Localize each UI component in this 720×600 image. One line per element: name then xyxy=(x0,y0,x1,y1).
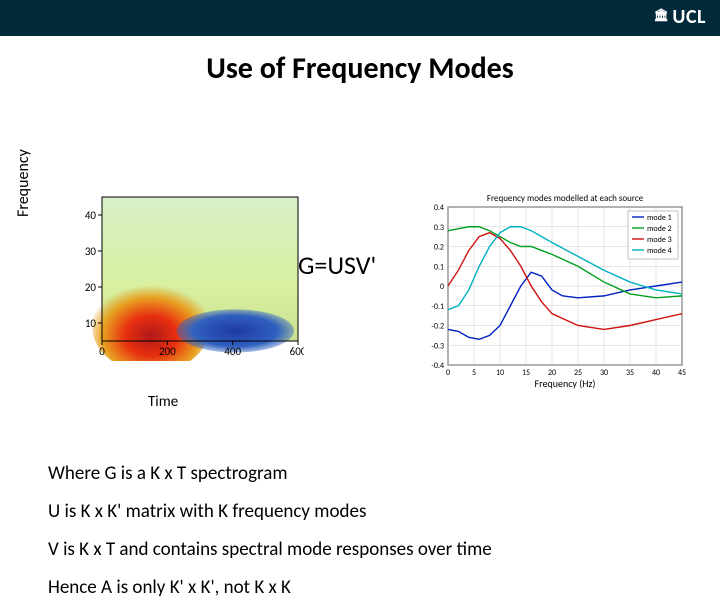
svg-text:10: 10 xyxy=(85,317,97,330)
svg-text:35: 35 xyxy=(626,368,634,378)
svg-text:0: 0 xyxy=(440,282,444,292)
svg-text:Frequency modes modelled at ea: Frequency modes modelled at each source xyxy=(487,193,644,204)
slide: 🏛 UCL Use of Frequency Modes Frequency T… xyxy=(0,0,720,540)
logo-dome-icon: 🏛 xyxy=(654,8,670,23)
svg-text:20: 20 xyxy=(85,281,97,294)
svg-text:-0.3: -0.3 xyxy=(431,341,444,351)
text-line-3: V is K x T and contains spectral mode re… xyxy=(48,539,492,562)
equation: G=USV' xyxy=(298,249,376,281)
svg-text:0.3: 0.3 xyxy=(434,223,444,233)
spectrogram-xlabel: Time xyxy=(148,393,178,411)
svg-text:15: 15 xyxy=(522,368,530,378)
spectrogram-ylabel: Frequency xyxy=(14,149,33,217)
svg-text:30: 30 xyxy=(85,245,97,258)
svg-text:-0.1: -0.1 xyxy=(431,302,444,312)
svg-text:400: 400 xyxy=(224,345,241,358)
page-title: Use of Frequency Modes xyxy=(0,50,720,87)
svg-text:30: 30 xyxy=(600,368,608,378)
header-bar: 🏛 UCL xyxy=(0,0,720,36)
svg-text:0.4: 0.4 xyxy=(434,203,444,213)
svg-text:mode 4: mode 4 xyxy=(647,246,672,256)
svg-text:mode 3: mode 3 xyxy=(647,235,672,245)
svg-text:0.1: 0.1 xyxy=(434,262,444,272)
svg-text:45: 45 xyxy=(678,368,686,378)
svg-text:10: 10 xyxy=(496,368,504,378)
svg-text:200: 200 xyxy=(159,345,176,358)
svg-text:0.2: 0.2 xyxy=(434,243,444,253)
text-line-4: Hence A is only K' x K', not K x K xyxy=(48,577,291,600)
svg-text:mode 1: mode 1 xyxy=(647,213,672,223)
svg-text:mode 2: mode 2 xyxy=(647,224,672,234)
svg-text:0: 0 xyxy=(446,368,450,378)
svg-text:-0.2: -0.2 xyxy=(431,322,444,332)
svg-text:-0.4: -0.4 xyxy=(431,361,444,371)
ucl-logo: 🏛 UCL xyxy=(654,5,706,29)
svg-text:Frequency (Hz): Frequency (Hz) xyxy=(535,377,596,390)
frequency-modes-lineplot: Frequency modes modelled at each source 0… xyxy=(420,191,690,381)
spectrogram-chart: 102030400200400600 xyxy=(74,191,304,361)
svg-text:0: 0 xyxy=(99,345,105,358)
svg-text:600: 600 xyxy=(290,345,304,358)
svg-text:5: 5 xyxy=(472,368,476,378)
svg-text:40: 40 xyxy=(652,368,660,378)
logo-text: UCL xyxy=(672,5,706,29)
text-line-1: Where G is a K x T spectrogram xyxy=(48,463,288,486)
text-line-2: U is K x K' matrix with K frequency mode… xyxy=(48,501,366,524)
svg-text:40: 40 xyxy=(85,209,97,222)
